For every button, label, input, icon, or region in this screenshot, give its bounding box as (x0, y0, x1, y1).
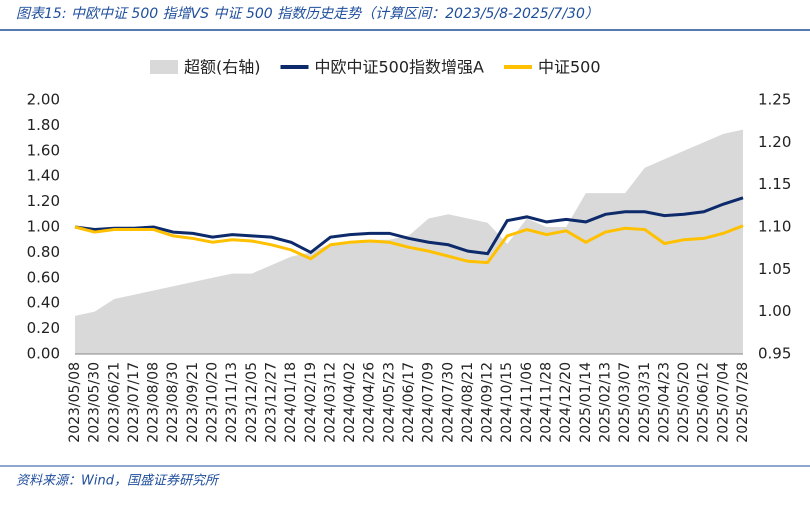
y-tick-label: 1.60 (27, 141, 60, 159)
y-tick-label: 1.00 (27, 218, 60, 236)
chart-title: 图表15: 中欧中证 500 指增VS 中证 500 指数历史走势（计算区间：2… (16, 6, 599, 22)
x-tick-label: 2024/04/02 (342, 362, 358, 443)
excess-area (75, 129, 743, 354)
y-tick-label: 1.20 (27, 192, 60, 210)
x-tick-label: 2023/10/20 (205, 362, 221, 443)
x-tick-label: 2025/03/07 (617, 362, 633, 443)
y2-tick-label: 1.00 (758, 302, 791, 320)
x-tick-label: 2023/06/21 (106, 362, 122, 443)
x-tick-label: 2025/02/13 (597, 362, 613, 443)
x-tick-label: 2023/09/21 (185, 362, 201, 443)
x-tick-label: 2025/04/23 (656, 362, 672, 443)
legend-swatch (150, 60, 178, 74)
x-tick-label: 2024/08/21 (460, 362, 476, 443)
x-tick-label: 2023/12/05 (244, 362, 260, 443)
x-tick-label: 2024/07/30 (440, 362, 456, 443)
y-tick-label: 0.40 (27, 294, 60, 312)
y2-tick-label: 0.95 (758, 345, 791, 363)
legend-label: 中证500 (538, 58, 601, 77)
series-line (74, 224, 744, 265)
x-tick-label: 2023/07/17 (126, 362, 142, 443)
x-tick-label: 2023/08/08 (146, 362, 162, 443)
y-tick-label: 0.00 (27, 345, 60, 363)
x-tick-label: 2025/05/20 (676, 362, 692, 443)
y2-tick-label: 1.15 (758, 175, 791, 193)
x-tick-label: 2024/02/19 (303, 362, 319, 443)
x-tick-label: 2024/04/26 (362, 362, 378, 443)
x-tick-label: 2023/05/08 (67, 362, 83, 443)
y-tick-label: 0.20 (27, 319, 60, 337)
legend-label: 超额(右轴) (184, 58, 261, 77)
x-tick-label: 2025/01/14 (578, 362, 594, 443)
x-tick-label: 2023/12/27 (263, 362, 279, 443)
series-line (74, 196, 744, 256)
y2-tick-label: 1.10 (758, 218, 791, 236)
x-tick-label: 2025/06/12 (696, 362, 712, 443)
y-tick-label: 0.80 (27, 243, 60, 261)
y-tick-label: 1.40 (27, 167, 60, 185)
x-tick-label: 2024/03/12 (322, 362, 338, 443)
x-tick-label: 2025/03/31 (637, 362, 653, 443)
x-tick-label: 2024/11/28 (539, 362, 555, 443)
y-tick-label: 2.00 (27, 91, 60, 109)
y-tick-label: 0.60 (27, 268, 60, 286)
x-tick-label: 2025/07/04 (715, 362, 731, 443)
x-tick-label: 2024/10/15 (499, 362, 515, 443)
x-tick-label: 2024/12/20 (558, 362, 574, 443)
x-tick-label: 2024/06/17 (401, 362, 417, 443)
x-tick-label: 2023/08/30 (165, 362, 181, 443)
x-tick-label: 2023/05/30 (87, 362, 103, 443)
x-tick-label: 2024/11/06 (519, 362, 535, 443)
legend-label: 中欧中证500指数增强A (315, 58, 485, 77)
x-tick-label: 2023/11/13 (224, 362, 240, 443)
x-tick-label: 2025/07/28 (735, 362, 751, 443)
x-tick-label: 2024/07/09 (421, 362, 437, 443)
y-tick-label: 1.80 (27, 116, 60, 134)
x-tick-label: 2024/09/12 (480, 362, 496, 443)
y2-tick-label: 1.05 (758, 260, 791, 278)
y2-tick-label: 1.25 (758, 91, 791, 109)
source: 资料来源：Wind，国盛证券研究所 (16, 473, 220, 489)
y2-tick-label: 1.20 (758, 133, 791, 151)
x-tick-label: 2024/05/23 (381, 362, 397, 443)
x-tick-label: 2024/01/18 (283, 362, 299, 443)
